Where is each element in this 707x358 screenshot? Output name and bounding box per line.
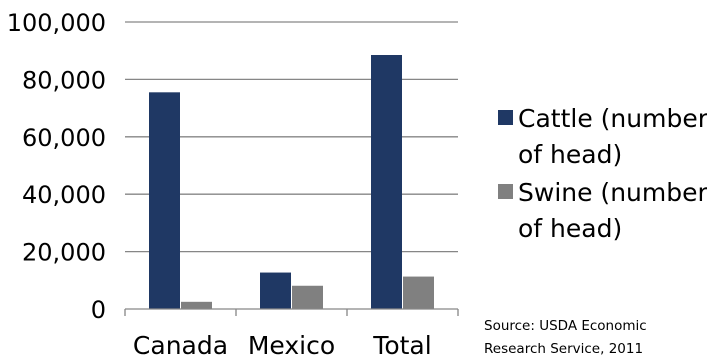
bars (149, 55, 434, 309)
legend-swatch (498, 110, 513, 125)
legend-label: of head) (518, 140, 622, 169)
source-line-1: Source: USDA Economic (484, 318, 647, 334)
category-label: Mexico (248, 331, 335, 358)
gridlines (125, 21, 458, 253)
bar-swine-total (403, 276, 434, 309)
category-labels: Canada Mexico Total (133, 331, 432, 358)
y-tick-label: 40,000 (22, 181, 106, 209)
x-axis-tick-marks (124, 309, 459, 316)
bar-swine-mexico (292, 285, 323, 309)
legend-label: Cattle (number (518, 104, 707, 133)
bar-cattle-canada (149, 92, 180, 309)
y-tick-label: 100,000 (7, 9, 106, 37)
legend-swatch (498, 184, 513, 199)
category-label: Canada (133, 331, 228, 358)
y-tick-label: 60,000 (22, 124, 106, 152)
category-label: Total (372, 331, 431, 358)
bar-cattle-total (371, 55, 402, 309)
y-tick-label: 80,000 (22, 66, 106, 94)
source-note: Source: USDA Economic Research Service, … (484, 318, 647, 357)
source-line-2: Research Service, 2011 (484, 341, 643, 357)
y-tick-label: 0 (91, 296, 106, 324)
bar-swine-canada (181, 301, 212, 309)
legend-label: Swine (number (518, 178, 707, 207)
y-axis-tick-labels: 0 20,000 40,000 60,000 80,000 100,000 (7, 9, 106, 324)
legend-label: of head) (518, 214, 622, 243)
legend: Cattle (number of head) Swine (number of he… (498, 104, 707, 243)
y-tick-label: 20,000 (22, 239, 106, 267)
bar-cattle-mexico (260, 272, 291, 309)
